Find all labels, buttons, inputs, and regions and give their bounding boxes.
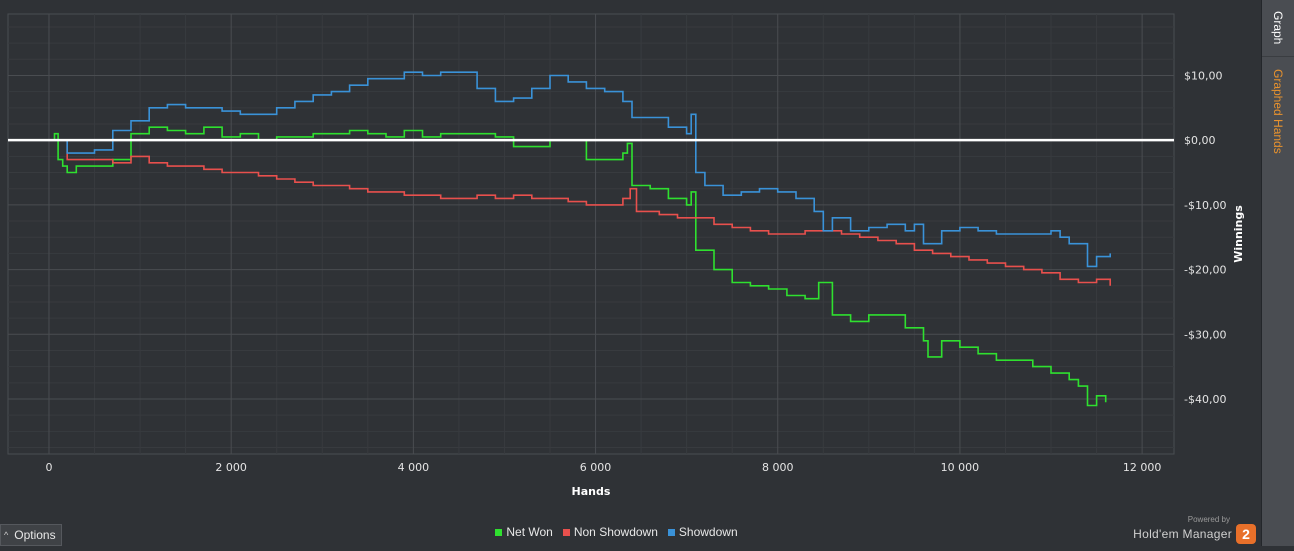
x-tick-label: 8 000: [762, 461, 794, 474]
legend-swatch-non-showdown: [562, 528, 570, 536]
y-tick-label: $0,00: [1184, 134, 1216, 147]
plot-background: [7, 13, 1175, 455]
y-tick-label: -$30,00: [1184, 328, 1226, 341]
chart-legend: Net Won Non Showdown Showdown: [0, 525, 1233, 539]
chart-svg: $10,00 $0,00 -$10,00 -$20,00 -$30,00 -$40,00 0…: [7, 13, 1245, 498]
x-axis-title: Hands: [572, 485, 611, 498]
brand-logo-icon: 2: [1236, 524, 1256, 544]
caret-up-icon: ^: [4, 530, 9, 540]
tick-labels: $10,00 $0,00 -$10,00 -$20,00 -$30,00 -$40,00 0…: [45, 69, 1226, 474]
tab-graph[interactable]: Graph: [1262, 0, 1294, 57]
series-layer: [8, 71, 1174, 407]
legend-item-net-won[interactable]: Net Won: [495, 525, 553, 539]
series-line-net-won: [49, 126, 1107, 407]
legend-label-non-showdown: Non Showdown: [573, 525, 658, 539]
x-tick-label: 4 000: [398, 461, 430, 474]
legend-label-showdown: Showdown: [678, 525, 738, 539]
tab-graphed-hands[interactable]: Graphed Hands: [1262, 56, 1294, 166]
y-axis-title: Winnings: [1232, 205, 1245, 263]
winnings-chart: $10,00 $0,00 -$10,00 -$20,00 -$30,00 -$40,00 0…: [7, 13, 1245, 498]
legend-label-net-won: Net Won: [506, 525, 553, 539]
options-label: Options: [14, 528, 56, 542]
y-tick-label: $10,00: [1184, 69, 1223, 82]
legend-swatch-showdown: [667, 528, 675, 536]
branding: Powered by Hold'em Manager 2: [1133, 515, 1256, 544]
legend-item-showdown[interactable]: Showdown: [667, 525, 738, 539]
y-tick-label: -$40,00: [1184, 393, 1226, 406]
y-tick-label: -$10,00: [1184, 199, 1226, 212]
side-panel: Graph Graphed Hands: [1261, 0, 1294, 546]
tab-graphed-hands-label: Graphed Hands: [1271, 68, 1285, 154]
legend-item-non-showdown[interactable]: Non Showdown: [562, 525, 658, 539]
powered-by-text: Powered by: [1187, 515, 1230, 524]
x-tick-label: 2 000: [215, 461, 247, 474]
brand-row: Hold'em Manager 2: [1133, 524, 1256, 544]
series-line-showdown: [49, 71, 1111, 268]
tab-graph-label: Graph: [1271, 11, 1285, 45]
legend-swatch-net-won: [495, 528, 503, 536]
minor-gridlines: [8, 14, 1174, 454]
options-button[interactable]: ^ Options: [0, 524, 62, 546]
x-tick-label: 0: [45, 461, 52, 474]
y-tick-label: -$20,00: [1184, 264, 1226, 277]
x-tick-label: 6 000: [580, 461, 612, 474]
series-line-non-showdown: [49, 139, 1111, 286]
x-tick-label: 10 000: [941, 461, 980, 474]
x-tick-label: 12 000: [1123, 461, 1162, 474]
brand-name: Hold'em Manager: [1133, 527, 1232, 541]
